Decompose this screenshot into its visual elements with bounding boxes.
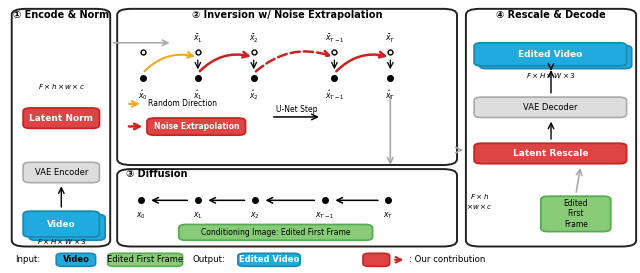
Text: $F \times h$
$\times w \times c$: $F \times h$ $\times w \times c$ bbox=[466, 192, 493, 211]
FancyBboxPatch shape bbox=[147, 118, 246, 135]
Text: : Our contribution: : Our contribution bbox=[409, 255, 485, 264]
Text: $\hat{x}_2$: $\hat{x}_2$ bbox=[249, 88, 259, 102]
Text: ① Encode & Norm: ① Encode & Norm bbox=[13, 10, 109, 20]
FancyBboxPatch shape bbox=[23, 211, 99, 237]
FancyBboxPatch shape bbox=[363, 253, 390, 266]
Text: $x_0$: $x_0$ bbox=[136, 211, 146, 221]
FancyBboxPatch shape bbox=[541, 196, 611, 232]
FancyBboxPatch shape bbox=[466, 9, 636, 247]
FancyBboxPatch shape bbox=[108, 253, 182, 266]
FancyBboxPatch shape bbox=[12, 9, 110, 247]
Text: Conditioning Image: Edited First Frame: Conditioning Image: Edited First Frame bbox=[201, 228, 351, 237]
FancyBboxPatch shape bbox=[23, 108, 99, 128]
Text: $x_{T-1}$: $x_{T-1}$ bbox=[315, 211, 335, 221]
Text: VAE Encoder: VAE Encoder bbox=[35, 168, 88, 177]
FancyBboxPatch shape bbox=[23, 162, 99, 183]
Text: $F \times h \times w \times c$: $F \times h \times w \times c$ bbox=[38, 82, 85, 91]
Text: Edited Video: Edited Video bbox=[239, 255, 299, 264]
Text: $x_T$: $x_T$ bbox=[383, 211, 394, 221]
Text: Latent Norm: Latent Norm bbox=[29, 114, 93, 123]
Text: $\hat{x}_{T-1}$: $\hat{x}_{T-1}$ bbox=[324, 88, 344, 102]
Text: ④ Rescale & Decode: ④ Rescale & Decode bbox=[496, 10, 606, 20]
FancyBboxPatch shape bbox=[29, 215, 105, 240]
Text: Noise Extrapolation: Noise Extrapolation bbox=[154, 122, 239, 131]
Text: $\hat{x}_0$: $\hat{x}_0$ bbox=[138, 88, 148, 102]
Text: Edited Video: Edited Video bbox=[518, 50, 582, 59]
Text: $F \times H \times W \times 3$: $F \times H \times W \times 3$ bbox=[36, 237, 86, 246]
FancyBboxPatch shape bbox=[479, 46, 632, 69]
Text: $\bar{x}_{T-1}$: $\bar{x}_{T-1}$ bbox=[324, 32, 344, 45]
Text: Output:: Output: bbox=[192, 255, 225, 264]
FancyBboxPatch shape bbox=[474, 43, 627, 66]
FancyBboxPatch shape bbox=[117, 169, 457, 247]
FancyBboxPatch shape bbox=[238, 253, 300, 266]
Text: Video: Video bbox=[47, 219, 76, 229]
Text: $\hat{x}_1$: $\hat{x}_1$ bbox=[193, 88, 203, 102]
Text: $\hat{x}_T$: $\hat{x}_T$ bbox=[385, 88, 396, 102]
Text: U-Net Step: U-Net Step bbox=[276, 105, 317, 114]
Text: Latent Rescale: Latent Rescale bbox=[513, 149, 588, 158]
Text: Random Direction: Random Direction bbox=[148, 99, 217, 108]
Text: VAE Decoder: VAE Decoder bbox=[523, 103, 578, 112]
Text: $\bar{x}_1$: $\bar{x}_1$ bbox=[193, 32, 203, 45]
Text: $\bar{x}_2$: $\bar{x}_2$ bbox=[249, 32, 259, 45]
FancyBboxPatch shape bbox=[56, 253, 95, 266]
FancyBboxPatch shape bbox=[117, 9, 457, 165]
Text: ③ Diffusion: ③ Diffusion bbox=[126, 168, 188, 179]
Text: $\bar{x}_T$: $\bar{x}_T$ bbox=[385, 32, 396, 45]
FancyBboxPatch shape bbox=[474, 143, 627, 164]
Text: Edited First Frame: Edited First Frame bbox=[107, 255, 183, 264]
Text: $x_1$: $x_1$ bbox=[193, 211, 203, 221]
Text: Video: Video bbox=[63, 255, 90, 264]
Text: $x_2$: $x_2$ bbox=[250, 211, 260, 221]
FancyBboxPatch shape bbox=[179, 224, 372, 240]
FancyBboxPatch shape bbox=[474, 97, 627, 117]
Text: ② Inversion w/ Noise Extrapolation: ② Inversion w/ Noise Extrapolation bbox=[191, 10, 382, 20]
Text: Edited
First
Frame: Edited First Frame bbox=[564, 199, 588, 229]
Text: Input:: Input: bbox=[15, 255, 41, 264]
Text: $F \times H \times W \times 3$: $F \times H \times W \times 3$ bbox=[526, 71, 576, 80]
